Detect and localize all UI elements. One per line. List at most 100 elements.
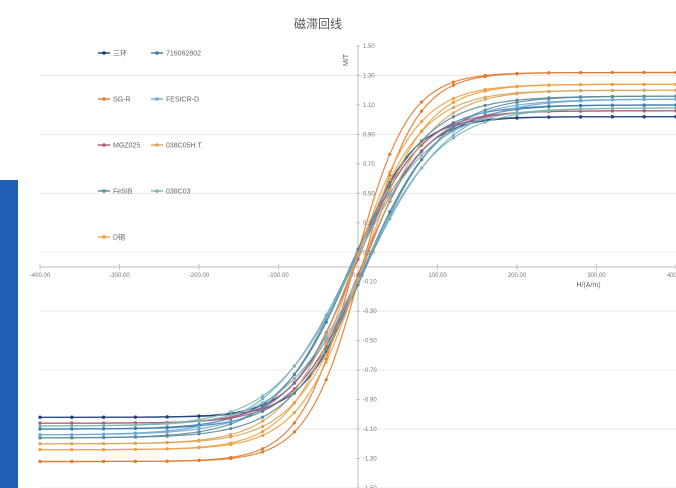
series-marker <box>451 115 455 119</box>
series-marker <box>420 100 424 104</box>
series-marker <box>388 152 392 156</box>
series-marker <box>547 115 551 119</box>
y-tick-label: 0.90 <box>363 132 375 138</box>
legend-entry-label: 038C03 <box>166 189 191 196</box>
series-marker <box>165 459 169 463</box>
legend-swatch-marker <box>155 143 159 147</box>
series-marker <box>102 421 106 425</box>
series-marker <box>292 421 296 425</box>
x-tick-labels: -400.00 -300.00 -200.00 -100.00 0.00 100.00 20… <box>30 273 676 279</box>
series-marker <box>292 364 296 368</box>
series-marker <box>610 98 615 102</box>
series-marker <box>483 120 487 124</box>
series-marker <box>102 459 106 464</box>
series-marker <box>610 103 615 107</box>
series-marker <box>38 424 42 428</box>
axes <box>39 45 676 488</box>
y-tick-label: 1.50 <box>363 44 375 50</box>
series-marker <box>547 71 551 75</box>
y-tick-label: -1.10 <box>363 427 377 433</box>
series-marker <box>102 448 106 452</box>
series-marker <box>324 360 328 364</box>
series-marker <box>38 442 42 446</box>
x-tick-label: 0.00 <box>352 273 364 279</box>
series-7 <box>38 94 676 440</box>
series-marker <box>388 182 392 187</box>
y-tick-label: 0.70 <box>363 162 375 168</box>
series-marker <box>261 394 265 398</box>
y-axis-label: M/T <box>343 53 350 66</box>
y-tick-label: -0.30 <box>363 309 377 315</box>
series-marker <box>642 115 646 119</box>
series-marker <box>133 431 137 436</box>
series-marker <box>229 456 233 461</box>
series-marker <box>261 415 265 419</box>
series-marker <box>70 421 74 425</box>
series-marker <box>197 458 201 463</box>
series-marker <box>420 139 424 143</box>
legend-swatch-marker <box>155 97 159 101</box>
series-marker <box>70 459 74 464</box>
x-tick-label: -400.00 <box>30 273 51 279</box>
series-marker <box>610 115 615 119</box>
series-marker <box>451 96 455 101</box>
series-marker <box>133 423 137 427</box>
series-marker <box>547 90 551 94</box>
series-marker <box>515 103 519 107</box>
series-marker <box>388 214 392 218</box>
series-marker <box>165 434 169 438</box>
series-marker <box>642 94 646 98</box>
series-marker <box>388 170 392 174</box>
series-marker <box>547 105 551 109</box>
series-marker <box>197 427 201 431</box>
series-marker <box>229 433 233 437</box>
series-marker <box>133 459 137 463</box>
series-marker <box>292 380 296 385</box>
series-marker <box>515 112 519 117</box>
series-marker <box>483 95 487 99</box>
y-tick-label: -0.10 <box>363 280 377 286</box>
y-tick-labels: 1.50 1.30 1.10 0.90 0.70 0.50 0.30 0.10 -0.10 -0.… <box>363 44 377 488</box>
series-marker <box>229 442 233 447</box>
series-marker <box>547 101 551 105</box>
series-marker <box>610 94 615 99</box>
series-marker <box>483 117 487 121</box>
series-marker <box>388 178 392 182</box>
series-marker <box>229 416 233 420</box>
series-marker <box>579 115 583 119</box>
series-marker <box>133 426 137 431</box>
series-marker <box>579 107 583 111</box>
series-marker <box>261 419 265 423</box>
series-marker <box>102 432 106 436</box>
series-4 <box>38 97 676 437</box>
y-tick-label: -0.70 <box>363 368 377 374</box>
series-marker <box>324 352 328 356</box>
x-tick-label: -200.00 <box>189 273 210 279</box>
series-marker <box>388 195 392 199</box>
series-marker <box>356 253 360 257</box>
legend: 三环 716062802 SG-R FESICR-D MGZ025 038C05H.T. F… <box>98 50 203 242</box>
series-marker <box>356 283 360 287</box>
series-marker <box>324 378 328 382</box>
series-marker <box>483 74 487 79</box>
series-marker <box>324 335 328 339</box>
series-marker <box>38 421 42 425</box>
chart-title: 磁滞回线 <box>294 16 342 31</box>
series-marker <box>70 427 74 431</box>
y-tick-label: 0.10 <box>363 250 375 256</box>
series-marker <box>483 103 487 107</box>
series-marker <box>324 316 328 320</box>
series-marker <box>102 442 106 446</box>
series-marker <box>579 95 583 99</box>
series-marker <box>579 83 583 87</box>
series-marker <box>102 427 106 431</box>
legend-swatch-marker <box>155 189 159 193</box>
series-marker <box>165 415 169 419</box>
series-marker <box>38 433 42 437</box>
series-marker <box>261 408 265 412</box>
hysteresis-chart: -400.00 -300.00 -200.00 -100.00 0.00 100.00 20… <box>30 16 676 488</box>
series-marker <box>261 401 265 405</box>
series-marker <box>451 136 455 140</box>
y-tick-label: -1.30 <box>363 457 377 463</box>
series-marker <box>165 447 169 451</box>
